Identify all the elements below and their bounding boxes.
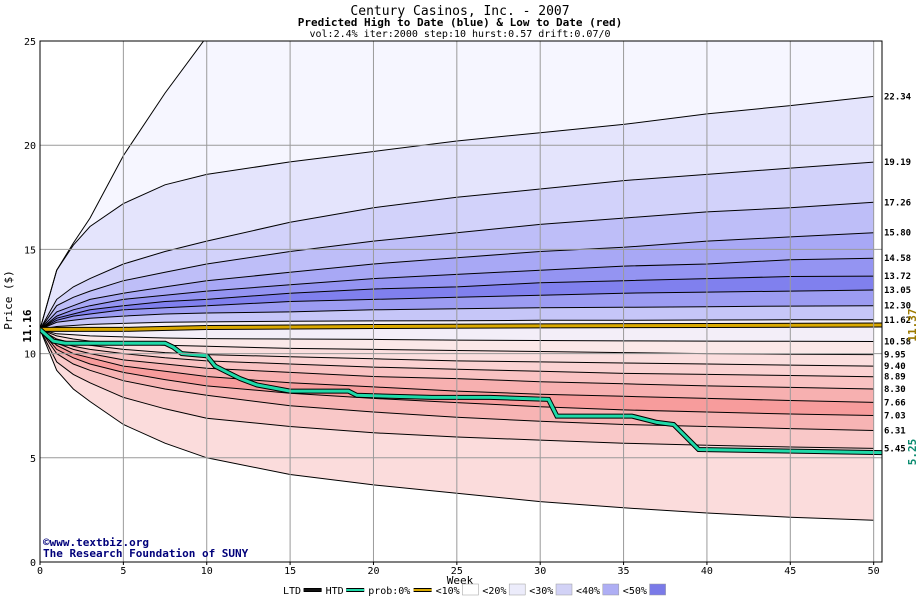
credit-website: ©www.textbiz.org — [43, 536, 149, 549]
band-end-label: 7.66 — [884, 398, 906, 408]
legend-label: <20% — [482, 586, 506, 597]
band-end-label: 13.05 — [884, 286, 911, 296]
upper-band-fill — [40, 96, 874, 330]
band-end-label: 5.45 — [884, 444, 906, 454]
legend-swatch — [555, 583, 573, 596]
plot-area: 0 5 10 15 20 25 30 35 40 45 50 0 5 10 15 20 25 22.34 19.19… — [24, 37, 912, 577]
band-end-label: 10.58 — [884, 338, 911, 348]
legend-label: LTD — [283, 586, 301, 597]
legend-swatch — [649, 583, 666, 596]
band-end-label: 14.58 — [884, 254, 911, 264]
y-tick-label: 0 — [30, 558, 36, 569]
x-tick-label: 25 — [451, 566, 463, 577]
upper-band-fill — [40, 258, 874, 330]
band-end-label: 7.03 — [884, 411, 906, 421]
y-tick-label: 20 — [24, 141, 36, 152]
band-end-label: 19.19 — [884, 158, 911, 168]
band-end-label: 11.62 — [884, 316, 911, 326]
plot-frame — [39, 40, 883, 563]
chart-params: vol:2.4% iter:2000 step:10 hurst:0.57 dr… — [309, 29, 610, 40]
x-tick-label: 5 — [120, 566, 126, 577]
upper-band-fill — [40, 232, 874, 330]
x-tick-label: 45 — [784, 566, 796, 577]
outer-upper-line — [40, 41, 205, 330]
x-tick-label: 50 — [868, 566, 880, 577]
legend-label: <50% — [623, 586, 647, 597]
start-price-label: 11.16 — [21, 309, 34, 342]
close-price-label: 11.37 — [906, 308, 919, 341]
x-tick-label: 30 — [534, 566, 546, 577]
band-end-label: 22.34 — [884, 92, 912, 102]
lower-band-fill — [40, 329, 874, 449]
y-tick-label: 5 — [30, 454, 36, 465]
x-tick-label: 20 — [367, 566, 379, 577]
legend-swatch — [508, 583, 526, 596]
x-tick-label: 35 — [618, 566, 630, 577]
upper-band-fill — [40, 276, 874, 330]
lower-band-fill — [40, 329, 874, 377]
band-end-label: 17.26 — [884, 198, 911, 208]
x-tick-label: 0 — [37, 566, 43, 577]
band-end-label: 6.31 — [884, 426, 906, 436]
x-tick-label: 40 — [701, 566, 713, 577]
band-end-label: 8.30 — [884, 385, 906, 395]
lower-band-fill — [40, 329, 874, 367]
legend: LTD HTD prob:0% <10% <20% <30% <40% <50% — [283, 583, 666, 597]
x-tick-label: 15 — [284, 566, 296, 577]
band-end-label: 15.80 — [884, 229, 911, 239]
y-tick-label: 10 — [24, 350, 36, 361]
lower-band-fill — [40, 329, 874, 521]
band-end-label: 13.72 — [884, 272, 911, 282]
upper-band-fill — [40, 202, 874, 330]
legend-swatch — [462, 583, 479, 596]
chart-subtitle: Predicted High to Date (blue) & Low to D… — [298, 16, 623, 29]
legend-label: <30% — [529, 586, 553, 597]
band-end-label: 9.95 — [884, 351, 906, 361]
band-end-label: 9.40 — [884, 362, 906, 372]
upper-band-fill — [40, 162, 874, 330]
y-axis-label: Price ($) — [2, 270, 15, 330]
band-end-label: 8.89 — [884, 373, 906, 383]
legend-swatch — [602, 583, 620, 596]
legend-label: <40% — [576, 586, 600, 597]
upper-band-fill — [40, 41, 874, 330]
legend-label: <10% — [436, 586, 460, 597]
y-tick-label: 25 — [24, 37, 36, 48]
x-tick-label: 10 — [201, 566, 213, 577]
upper-band-fill — [40, 290, 874, 330]
credit-foundation: The Research Foundation of SUNY — [43, 547, 249, 560]
y-tick-label: 15 — [24, 245, 36, 256]
legend-label: prob:0% — [368, 586, 410, 597]
chart-title: Century Casinos, Inc. - 2007 — [350, 4, 569, 19]
legend-label: HTD — [326, 586, 344, 597]
band-end-label: 12.30 — [884, 302, 911, 312]
htd-end-label: 5.25 — [906, 439, 919, 466]
